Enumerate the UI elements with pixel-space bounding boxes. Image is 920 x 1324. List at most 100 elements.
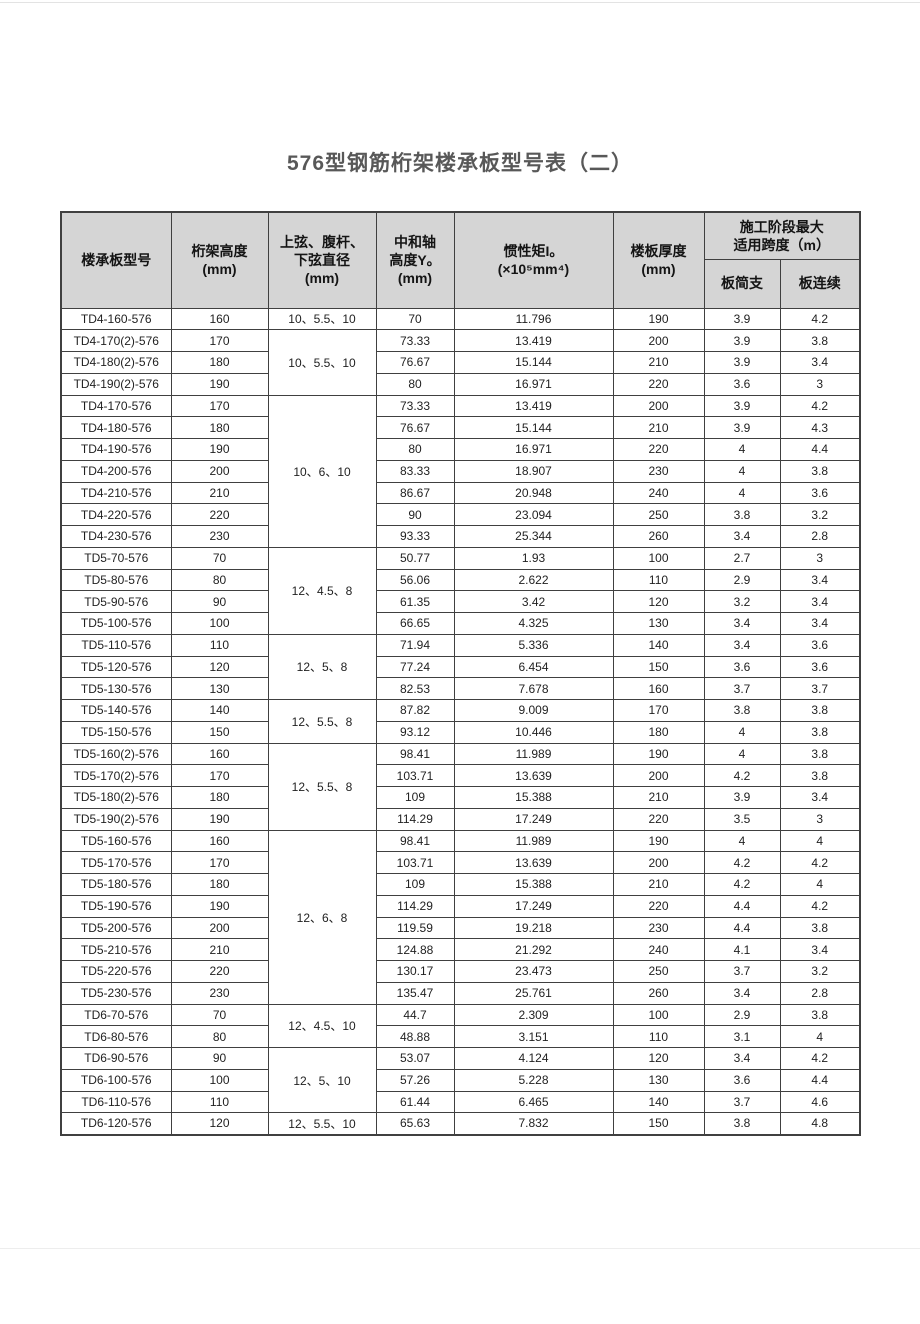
cell-diameter: 12、6、8 bbox=[267, 829, 377, 1005]
cell-truss-height: 120 bbox=[170, 1112, 269, 1135]
header-truss-height: 桁架高度 (mm) bbox=[170, 211, 269, 309]
cell-span-simple: 3.4 bbox=[703, 1047, 781, 1070]
cell-inertia-moment: 15.388 bbox=[453, 786, 614, 809]
page-bottom-edge-line bbox=[0, 1248, 920, 1249]
cell-slab-thickness: 190 bbox=[612, 829, 705, 853]
cell-inertia-moment: 20.948 bbox=[453, 481, 614, 505]
page-title: 576型钢筋桁架楼承板型号表（二） bbox=[286, 152, 634, 175]
cell-span-continuous: 4.3 bbox=[779, 416, 861, 439]
cell-neutral-axis-height: 109 bbox=[375, 873, 455, 896]
cell-neutral-axis-height: 98.41 bbox=[375, 742, 455, 766]
cell-truss-height: 220 bbox=[170, 960, 269, 983]
header-span-continuous: 板连续 bbox=[779, 258, 861, 309]
cell-inertia-moment: 10.446 bbox=[453, 720, 614, 744]
cell-neutral-axis-height: 61.44 bbox=[375, 1090, 455, 1114]
cell-span-continuous: 4.4 bbox=[779, 438, 861, 461]
cell-span-continuous: 4.2 bbox=[779, 307, 861, 331]
cell-slab-thickness: 130 bbox=[612, 1068, 705, 1092]
cell-model: TD5-80-576 bbox=[60, 568, 172, 592]
cell-model: TD4-200-576 bbox=[60, 459, 172, 483]
cell-truss-height: 200 bbox=[170, 459, 269, 483]
cell-span-simple: 2.7 bbox=[703, 546, 781, 570]
cell-span-simple: 3.4 bbox=[703, 633, 781, 657]
cell-neutral-axis-height: 93.33 bbox=[375, 525, 455, 548]
cell-neutral-axis-height: 57.26 bbox=[375, 1068, 455, 1092]
cell-neutral-axis-height: 44.7 bbox=[375, 1003, 455, 1027]
table-row: TD5-210-576 210 124.88 21.292 240 4.1 3.4 bbox=[60, 938, 861, 961]
cell-inertia-moment: 23.473 bbox=[453, 960, 614, 983]
spec-table-body: TD4-160-576 160 10、5.5、10 70 11.796 190 3.9 4.2… bbox=[60, 307, 861, 1135]
cell-neutral-axis-height: 73.33 bbox=[375, 329, 455, 352]
table-row: TD5-220-576 220 130.17 23.473 250 3.7 3.2 bbox=[60, 960, 861, 983]
cell-slab-thickness: 220 bbox=[612, 438, 705, 461]
cell-model: TD5-190-576 bbox=[60, 894, 172, 918]
cell-diameter: 10、5.5、10 bbox=[267, 307, 377, 331]
cell-span-simple: 3.9 bbox=[703, 351, 781, 374]
cell-span-simple: 4.1 bbox=[703, 938, 781, 961]
cell-span-continuous: 4.8 bbox=[779, 1112, 861, 1135]
cell-truss-height: 230 bbox=[170, 525, 269, 548]
page-top-edge-line bbox=[0, 2, 920, 3]
table-row: TD4-190-576 190 80 16.971 220 4 4.4 bbox=[60, 438, 861, 461]
cell-truss-height: 190 bbox=[170, 372, 269, 396]
cell-inertia-moment: 25.344 bbox=[453, 525, 614, 548]
header-model: 楼承板型号 bbox=[60, 211, 172, 309]
cell-truss-height: 170 bbox=[170, 329, 269, 352]
cell-span-continuous: 3.8 bbox=[779, 329, 861, 352]
cell-truss-height: 70 bbox=[170, 1003, 269, 1027]
cell-span-simple: 3.7 bbox=[703, 1090, 781, 1114]
cell-span-continuous: 3.4 bbox=[779, 351, 861, 374]
cell-model: TD6-80-576 bbox=[60, 1025, 172, 1048]
cell-model: TD5-110-576 bbox=[60, 633, 172, 657]
cell-span-simple: 3.8 bbox=[703, 699, 781, 722]
cell-span-continuous: 4.2 bbox=[779, 894, 861, 918]
cell-model: TD5-200-576 bbox=[60, 916, 172, 940]
cell-slab-thickness: 200 bbox=[612, 329, 705, 352]
cell-truss-height: 110 bbox=[170, 633, 269, 657]
header-span-simple: 板简支 bbox=[703, 258, 781, 309]
cell-span-simple: 3.6 bbox=[703, 1068, 781, 1092]
cell-span-continuous: 3.6 bbox=[779, 633, 861, 657]
header-slab-thickness: 楼板厚度 (mm) bbox=[612, 211, 705, 309]
cell-slab-thickness: 250 bbox=[612, 960, 705, 983]
cell-inertia-moment: 25.761 bbox=[453, 981, 614, 1005]
cell-inertia-moment: 4.124 bbox=[453, 1047, 614, 1070]
cell-slab-thickness: 160 bbox=[612, 677, 705, 700]
cell-span-continuous: 3.8 bbox=[779, 764, 861, 787]
cell-truss-height: 90 bbox=[170, 590, 269, 613]
cell-neutral-axis-height: 130.17 bbox=[375, 960, 455, 983]
cell-inertia-moment: 13.639 bbox=[453, 764, 614, 787]
cell-span-continuous: 3.2 bbox=[779, 503, 861, 526]
cell-span-simple: 4 bbox=[703, 481, 781, 505]
cell-diameter: 12、4.5、8 bbox=[267, 546, 377, 635]
cell-diameter: 10、5.5、10 bbox=[267, 329, 377, 396]
cell-span-continuous: 3 bbox=[779, 372, 861, 396]
cell-diameter: 12、4.5、10 bbox=[267, 1003, 377, 1048]
cell-model: TD4-170-576 bbox=[60, 394, 172, 418]
cell-model: TD5-180(2)-576 bbox=[60, 786, 172, 809]
cell-slab-thickness: 210 bbox=[612, 351, 705, 374]
cell-model: TD4-190-576 bbox=[60, 438, 172, 461]
cell-inertia-moment: 16.971 bbox=[453, 372, 614, 396]
cell-slab-thickness: 240 bbox=[612, 938, 705, 961]
cell-model: TD5-190(2)-576 bbox=[60, 807, 172, 831]
cell-slab-thickness: 110 bbox=[612, 1025, 705, 1048]
cell-model: TD4-180-576 bbox=[60, 416, 172, 439]
cell-slab-thickness: 260 bbox=[612, 525, 705, 548]
table-row: TD5-110-576 110 12、5、8 71.94 5.336 140 3.4 3.6 bbox=[60, 633, 861, 701]
cell-model: TD4-160-576 bbox=[60, 307, 172, 331]
cell-inertia-moment: 21.292 bbox=[453, 938, 614, 961]
cell-truss-height: 100 bbox=[170, 612, 269, 635]
cell-span-continuous: 4.6 bbox=[779, 1090, 861, 1114]
cell-span-simple: 3.9 bbox=[703, 394, 781, 418]
cell-neutral-axis-height: 86.67 bbox=[375, 481, 455, 505]
cell-span-continuous: 3.4 bbox=[779, 568, 861, 592]
table-row: TD4-170(2)-576 170 10、5.5、10 73.33 13.419 200… bbox=[60, 329, 861, 396]
cell-inertia-moment: 19.218 bbox=[453, 916, 614, 940]
table-row: TD4-170-576 170 10、6、10 73.33 13.419 200 3.9 4.… bbox=[60, 394, 861, 548]
cell-span-continuous: 3.6 bbox=[779, 655, 861, 679]
table-row: TD5-180(2)-576 180 109 15.388 210 3.9 3.4 bbox=[60, 786, 861, 809]
cell-neutral-axis-height: 103.71 bbox=[375, 851, 455, 874]
cell-span-simple: 3.8 bbox=[703, 503, 781, 526]
cell-span-simple: 4 bbox=[703, 459, 781, 483]
